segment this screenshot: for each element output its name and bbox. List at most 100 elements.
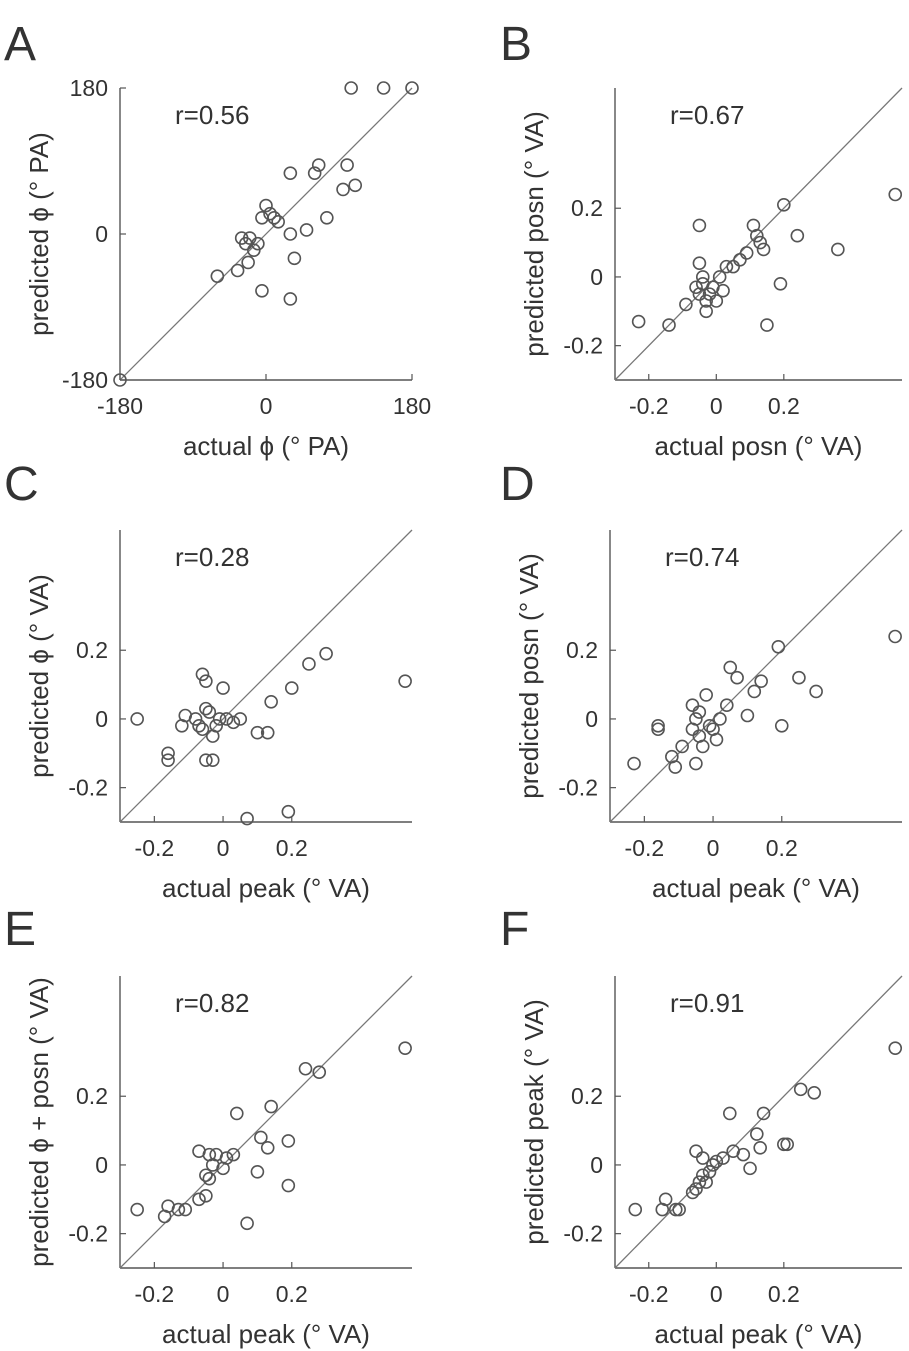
y-axis-label: predicted ϕ (° PA) xyxy=(24,132,54,336)
data-point xyxy=(702,1165,717,1179)
data-point xyxy=(709,294,724,308)
data-point xyxy=(405,81,419,95)
panel-letter: B xyxy=(500,18,532,71)
data-point xyxy=(702,719,717,733)
x-tick-label: 180 xyxy=(393,393,431,419)
data-point xyxy=(298,1061,313,1076)
data-point xyxy=(319,646,333,661)
x-tick-label: -0.2 xyxy=(629,1281,669,1307)
data-point xyxy=(702,287,717,301)
data-point xyxy=(348,178,363,193)
panel-e: E -0.2 0 0.2 -0.2 0 0.2 actual peak (° VA) predi… xyxy=(4,903,413,1349)
y-tick-label: 0 xyxy=(95,1152,108,1178)
data-point xyxy=(307,166,322,180)
data-point xyxy=(240,811,254,826)
y-tick-label: -0.2 xyxy=(558,775,598,801)
data-point xyxy=(311,158,326,172)
data-point xyxy=(284,681,299,695)
x-tick-label: 0 xyxy=(217,835,230,861)
data-point xyxy=(113,373,127,387)
correlation-label: r=0.91 xyxy=(670,988,744,1018)
data-point xyxy=(344,81,358,95)
data-point xyxy=(202,1171,217,1186)
data-point xyxy=(888,187,903,202)
x-tick-label: 0.2 xyxy=(276,835,308,861)
correlation-label: r=0.74 xyxy=(665,542,739,572)
data-point xyxy=(271,215,285,229)
data-point xyxy=(689,1182,703,1196)
panel-letter: C xyxy=(4,458,39,511)
data-point xyxy=(199,1189,213,1203)
y-tick-label: 0.2 xyxy=(571,1083,603,1109)
data-point xyxy=(628,1202,643,1217)
data-point xyxy=(627,756,641,771)
data-point xyxy=(281,1178,296,1193)
data-point xyxy=(250,725,265,740)
data-point xyxy=(692,256,707,271)
panel-letter: A xyxy=(4,18,36,71)
data-point xyxy=(283,292,298,306)
data-point xyxy=(230,263,245,278)
correlation-label: r=0.67 xyxy=(670,100,744,130)
data-point xyxy=(202,705,217,719)
data-point xyxy=(376,81,391,95)
data-point xyxy=(739,246,754,260)
y-axis-label: predicted ϕ (° VA) xyxy=(24,574,54,778)
data-point xyxy=(743,1161,757,1176)
data-point xyxy=(726,259,740,274)
y-tick-label: -180 xyxy=(62,367,108,393)
data-point xyxy=(733,252,747,267)
data-point xyxy=(212,712,227,726)
y-tick-label: 0 xyxy=(585,706,598,732)
data-point xyxy=(750,1127,764,1141)
y-axis-label: predicted peak (° VA) xyxy=(519,999,549,1244)
panel-a: A -180 0 180 -180 0 180 actual ϕ (° PA) predicte… xyxy=(4,18,431,461)
x-tick-label: 0.2 xyxy=(768,393,800,419)
data-point xyxy=(287,251,302,266)
x-tick-label: -180 xyxy=(97,393,143,419)
y-tick-label: 0.2 xyxy=(76,1083,108,1109)
data-point xyxy=(254,1130,268,1145)
data-point xyxy=(712,270,727,284)
y-tick-label: 0.2 xyxy=(566,637,598,663)
data-point xyxy=(668,760,683,774)
data-point xyxy=(709,1154,724,1169)
data-point xyxy=(790,228,805,243)
data-point xyxy=(130,712,144,726)
data-point xyxy=(205,753,220,767)
data-point xyxy=(651,719,665,733)
data-point xyxy=(195,722,210,737)
data-point xyxy=(283,166,298,180)
data-point xyxy=(199,1168,213,1183)
data-point xyxy=(780,1137,795,1152)
data-point xyxy=(336,182,350,197)
identity-line xyxy=(614,975,903,1269)
data-point xyxy=(195,667,210,682)
data-point xyxy=(679,297,693,312)
data-point xyxy=(219,1151,234,1165)
data-point xyxy=(299,223,314,237)
data-point xyxy=(699,688,713,702)
data-point xyxy=(651,722,665,737)
data-point xyxy=(209,719,223,733)
x-tick-label: 0 xyxy=(710,1281,723,1307)
data-point xyxy=(730,670,744,685)
y-tick-label: 0.2 xyxy=(76,637,108,663)
correlation-label: r=0.28 xyxy=(175,542,249,572)
x-tick-label: 0.2 xyxy=(768,1281,800,1307)
data-point xyxy=(199,753,213,767)
data-point xyxy=(809,684,823,699)
x-tick-label: -0.2 xyxy=(629,393,669,419)
y-axis-label: predicted posn (° VA) xyxy=(519,111,549,356)
data-point xyxy=(199,674,213,688)
data-point xyxy=(233,712,248,726)
data-point xyxy=(192,1192,206,1207)
data-point xyxy=(713,712,727,726)
x-tick-label: 0 xyxy=(260,393,273,419)
y-tick-label: 0 xyxy=(590,1152,603,1178)
x-tick-label: 0 xyxy=(217,1281,230,1307)
data-point xyxy=(753,1140,767,1155)
data-point xyxy=(695,1168,710,1183)
y-tick-label: 0 xyxy=(95,221,108,247)
data-point xyxy=(264,694,278,709)
